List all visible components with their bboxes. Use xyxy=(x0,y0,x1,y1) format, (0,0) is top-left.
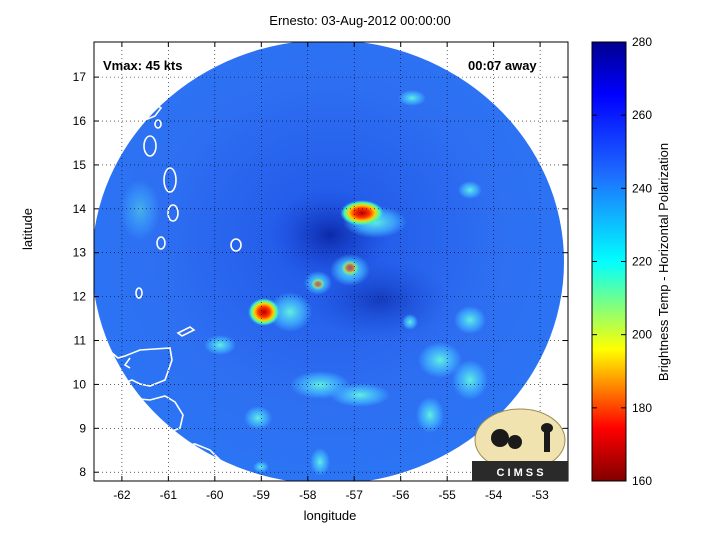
satellite-swath xyxy=(94,42,564,481)
cimss-logo: C I M S S xyxy=(472,408,568,481)
x-tick-label: -62 xyxy=(113,488,131,502)
x-axis-label: longitude xyxy=(303,508,357,523)
colorbar-tick-label: 200 xyxy=(632,328,652,342)
x-tick-label: -60 xyxy=(206,488,224,502)
y-tick-label: 8 xyxy=(79,465,86,479)
colorbar-tick-label: 240 xyxy=(632,181,652,195)
y-tick-label: 13 xyxy=(73,246,87,260)
colorbar-ticks: 160 180 200 220 240 260 280 xyxy=(592,35,652,488)
y-tick-label: 11 xyxy=(74,334,87,348)
convective-cell-north xyxy=(340,200,384,226)
x-tick-label: -59 xyxy=(253,488,271,502)
x-tick-label: -56 xyxy=(392,488,410,502)
x-axis-ticks: -62 -61 -60 -59 -58 -57 -56 -55 -54 -53 xyxy=(113,42,549,502)
vmax-label: Vmax: 45 kts xyxy=(103,58,183,73)
y-tick-label: 10 xyxy=(73,377,87,391)
colorbar-tick-label: 180 xyxy=(632,401,652,415)
colorbar-tick-label: 220 xyxy=(632,255,652,269)
y-tick-label: 15 xyxy=(73,158,87,172)
x-tick-label: -55 xyxy=(439,488,457,502)
y-tick-label: 16 xyxy=(73,114,87,128)
x-tick-label: -54 xyxy=(485,488,503,502)
grid-lines xyxy=(94,42,568,481)
plot-title: Ernesto: 03-Aug-2012 00:00:00 xyxy=(269,13,451,28)
x-tick-label: -57 xyxy=(346,488,364,502)
colorbar-label: Brightness Temp - Horizontal Polarizatio… xyxy=(656,143,671,381)
colorbar-tick-label: 260 xyxy=(632,108,652,122)
axes-frame xyxy=(93,41,569,482)
convective-cell-southwest xyxy=(248,298,280,326)
logo-text: C I M S S xyxy=(496,467,543,479)
time-offset-label: 00:07 away xyxy=(468,58,537,73)
colorbar-tick-label: 160 xyxy=(632,474,652,488)
y-tick-label: 17 xyxy=(73,70,87,84)
x-tick-label: -61 xyxy=(160,488,178,502)
y-tick-label: 14 xyxy=(73,202,87,216)
colorbar-tick-label: 280 xyxy=(632,35,652,49)
y-axis-ticks: 8 9 10 11 12 13 14 15 16 17 xyxy=(73,70,568,479)
y-axis-label: latitude xyxy=(20,208,35,250)
y-tick-label: 12 xyxy=(73,290,87,304)
y-tick-label: 9 xyxy=(79,421,86,435)
x-tick-label: -58 xyxy=(299,488,317,502)
colorbar xyxy=(591,41,627,482)
x-tick-label: -53 xyxy=(531,488,549,502)
